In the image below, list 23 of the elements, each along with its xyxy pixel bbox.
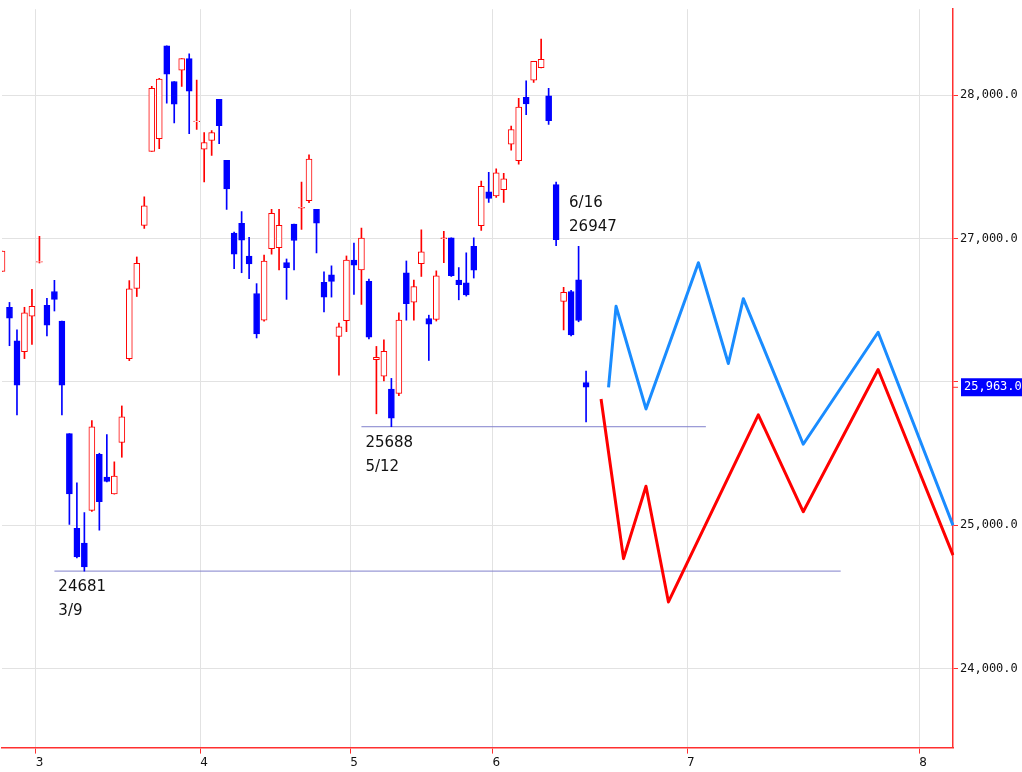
candlestick (193, 79, 201, 130)
candlestick (200, 132, 208, 183)
text: 25,963.0 (964, 379, 1022, 394)
x-tick-label: 8 (919, 754, 927, 769)
x-tick-label: 4 (200, 754, 208, 769)
annotation: 24681 3/9 (58, 576, 107, 619)
x-tick-label: 3 (35, 754, 44, 769)
annotation: 25688 5/12 (365, 432, 414, 475)
candlestick (425, 314, 433, 361)
y-tick-label: 24,000.0 (960, 660, 1018, 675)
candlestick (440, 230, 448, 264)
x-tick-label: 6 (492, 754, 501, 769)
y-tick-label: 25,000.0 (960, 517, 1018, 532)
y-tick-label: 28,000.0 (960, 87, 1018, 102)
candlestick (28, 288, 36, 345)
y-tick-label: 27,000.0 (960, 230, 1018, 245)
candlestick (522, 80, 530, 116)
candlestick (582, 370, 590, 423)
candlestick (485, 171, 493, 203)
annotation: 6/16 26947 (569, 192, 617, 235)
candlestick (335, 322, 343, 376)
x-tick-label: 7 (687, 754, 695, 769)
x-tick-label: 5 (350, 754, 358, 769)
